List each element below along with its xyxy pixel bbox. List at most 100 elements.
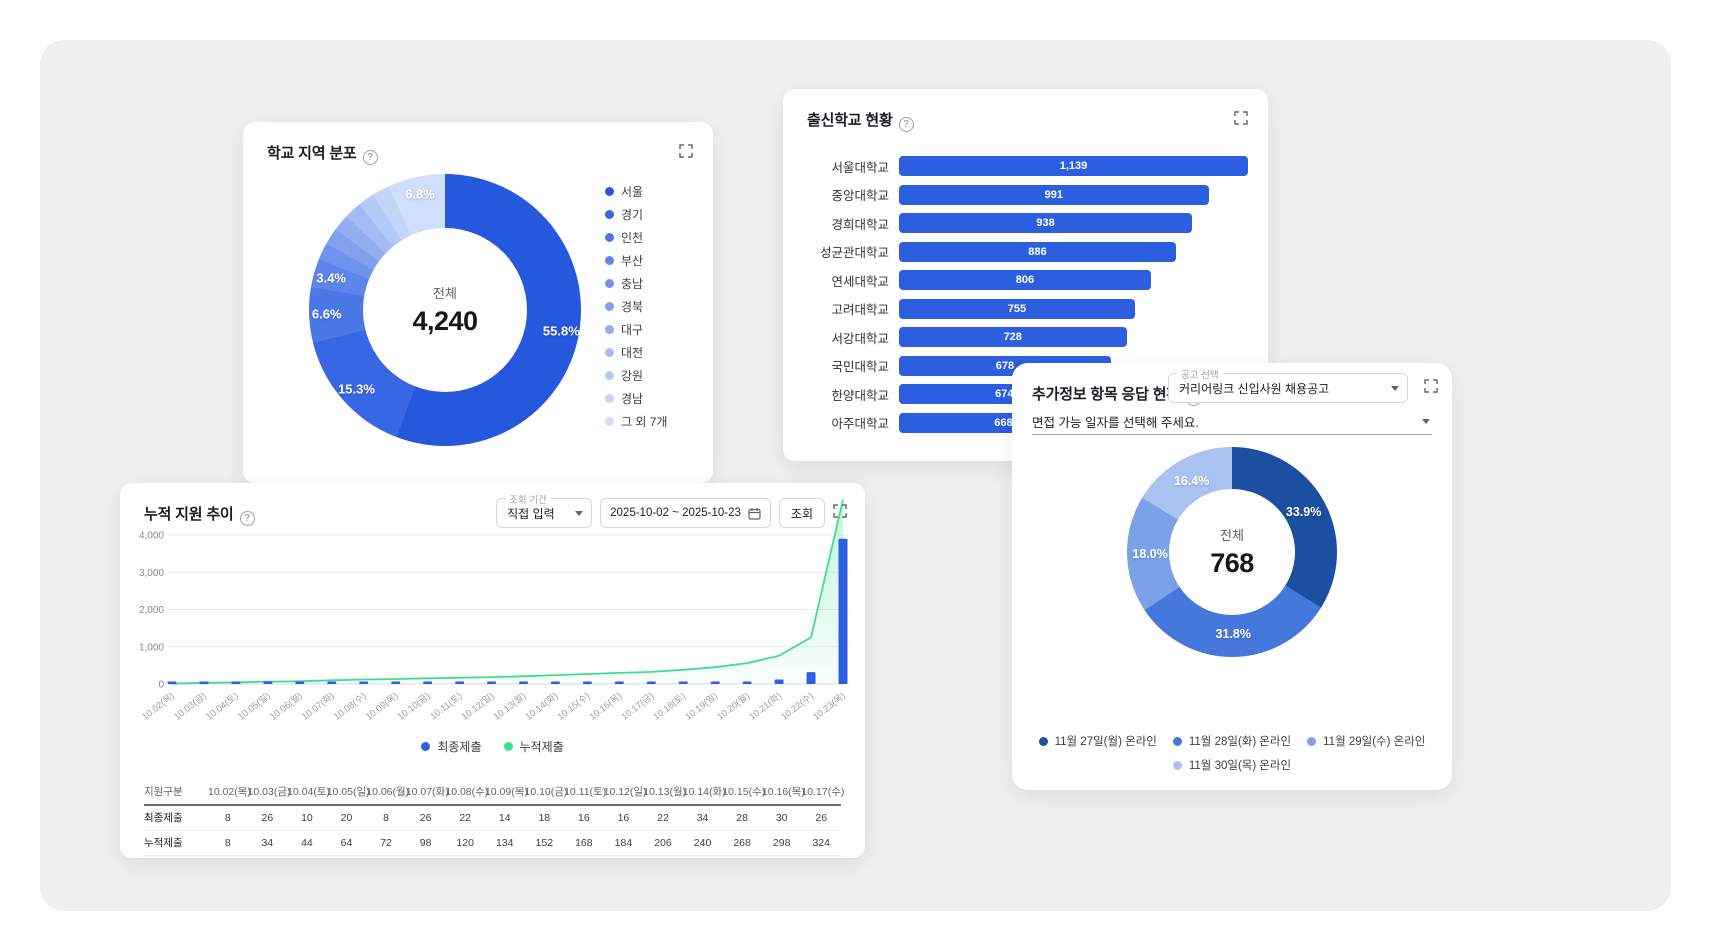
school-label: 경희대학교 [831, 217, 889, 232]
school-bar-row: 성균관대학교 886 [807, 238, 1248, 267]
table-cell: 34 [247, 830, 288, 856]
table-date-header: 10.17(수) [801, 779, 844, 806]
extra-legend-item: 11월 27일(월) 온라인 [1038, 733, 1157, 749]
svg-text:10.19(일): 10.19(일) [683, 691, 719, 722]
search-button[interactable]: 조회 [778, 498, 825, 528]
table-date-header: 10.07(화) [405, 779, 449, 806]
trend-legend-item: 최종제출 [421, 738, 482, 755]
interview-date-placeholder: 면접 가능 일자를 선택해 주세요. [1032, 415, 1199, 430]
table-cell: 120 [445, 830, 485, 856]
expand-icon[interactable] [679, 144, 693, 163]
svg-text:10.23(목): 10.23(목) [811, 691, 847, 722]
school-bar: 1,139 [899, 156, 1248, 177]
school-bar-row: 서강대학교 728 [807, 323, 1248, 352]
table-corner-header: 지원구분 [144, 779, 208, 806]
legend-dot [1172, 760, 1182, 770]
school-bar: 806 [899, 270, 1151, 291]
school-bar-value: 674 [995, 388, 1014, 401]
legend-dot [605, 417, 614, 426]
table-cell: 26 [801, 805, 841, 831]
legend-dot [421, 742, 431, 751]
school-bar-row: 고려대학교 755 [807, 295, 1248, 324]
calendar-icon [748, 507, 761, 520]
school-bar: 755 [899, 298, 1135, 319]
slice-percvalue-label: 6.8% [405, 186, 435, 202]
period-select-value: 직접 입력 [507, 506, 555, 521]
table-cell: 8 [366, 805, 406, 831]
school-bar: 938 [899, 213, 1193, 234]
region-legend-item: 충남 [605, 277, 667, 291]
date-range-input[interactable]: 2025-10-02 ~ 2025-10-23 [600, 498, 771, 528]
svg-text:10.20(월): 10.20(월) [715, 690, 752, 722]
table-cell: 28 [722, 805, 762, 831]
school-label: 국민대학교 [831, 360, 889, 375]
trend-chart: 01,0002,0003,0004,00010.02(목)10.03(금)10.… [139, 499, 849, 722]
svg-text:10.10(금): 10.10(금) [396, 691, 432, 722]
table-row: 누적제출 8 34 44 64 72 98 120 134 152 168 184 206 240 268 2… [144, 830, 841, 856]
legend-dot [605, 210, 614, 219]
legend-label: 인천 [621, 231, 644, 245]
card-extra-info: 추가정보 항목 응답 현황? 공고 선택 커리어링크 신입사원 채용공고 면접 … [1012, 363, 1452, 790]
legend-dot [1307, 736, 1317, 746]
expand-icon[interactable] [1424, 379, 1438, 398]
svg-text:10.04(토): 10.04(토) [204, 691, 240, 722]
legend-label: 경북 [621, 300, 644, 314]
help-icon[interactable]: ? [898, 117, 914, 132]
table-cell: 26 [405, 805, 446, 831]
slice-percvalue-label: 6.6% [311, 306, 342, 322]
legend-dot [605, 187, 614, 196]
table-date-header: 10.10(금) [524, 779, 567, 806]
card-trend: 누적 지원 추이? 조회 기간 직접 입력 2025-10-02 ~ 2025-… [120, 483, 865, 858]
school-bar-value: 991 [1044, 188, 1064, 201]
legend-dot [605, 233, 614, 242]
svg-text:10.22(수): 10.22(수) [779, 691, 815, 722]
table-date-header: 10.14(화) [682, 779, 726, 806]
school-label: 연세대학교 [831, 274, 889, 289]
legend-dot [605, 279, 614, 288]
donut-center-value: 768 [1210, 548, 1254, 578]
svg-text:10.15(수): 10.15(수) [555, 691, 591, 722]
svg-text:10.03(금): 10.03(금) [172, 691, 208, 722]
period-type-select[interactable]: 조회 기간 직접 입력 [496, 492, 593, 528]
expand-icon[interactable] [833, 503, 847, 523]
posting-select[interactable]: 공고 선택 커리어링크 신입사원 채용공고 [1168, 367, 1408, 403]
chevron-down-icon [1422, 419, 1430, 424]
expand-icon[interactable] [1234, 111, 1248, 130]
table-cell: 22 [445, 805, 485, 831]
extra-card-title: 추가정보 항목 응답 현황 [1032, 386, 1180, 403]
legend-label: 그 외 7개 [621, 415, 668, 429]
table-date-header: 10.02(목) [208, 779, 251, 806]
legend-dot [605, 394, 614, 403]
posting-select-label: 공고 선택 [1177, 367, 1223, 381]
trend-card-title: 누적 지원 추이 [144, 506, 234, 523]
table-cell: 10 [287, 805, 327, 831]
legend-label: 11월 30일(목) 온라인 [1188, 760, 1292, 772]
table-cell: 168 [564, 830, 604, 856]
slice-percvalue-label: 15.3% [338, 381, 375, 397]
school-bar-value: 728 [1003, 331, 1022, 344]
help-icon[interactable]: ? [362, 150, 378, 165]
chevron-down-icon [1391, 386, 1399, 391]
legend-label: 11월 28일(화) 온라인 [1188, 736, 1292, 748]
svg-text:10.18(토): 10.18(토) [651, 691, 687, 722]
slice-percvalue-label: 16.4% [1173, 473, 1210, 488]
legend-dot [605, 348, 614, 357]
table-cell: 72 [366, 830, 406, 856]
interview-date-select[interactable]: 면접 가능 일자를 선택해 주세요. [1032, 408, 1432, 435]
svg-text:4,000: 4,000 [139, 531, 164, 542]
table-date-header: 10.12(일) [603, 779, 647, 806]
svg-text:10.05(일): 10.05(일) [236, 691, 272, 722]
region-legend-item: 부산 [605, 254, 667, 268]
school-bar-value: 668 [994, 416, 1013, 429]
slice-percvalue-label: 18.0% [1132, 546, 1168, 561]
school-label: 고려대학교 [831, 303, 889, 318]
legend-dot [1172, 736, 1182, 746]
table-cell: 44 [287, 830, 327, 856]
schools-bar-chart: 서울대학교 1,139 중앙대학교 991 경희대학교 938 성균관대학교 886 연세대학교… [807, 152, 1248, 437]
help-icon[interactable]: ? [239, 511, 255, 526]
school-label: 서울대학교 [831, 160, 889, 175]
svg-text:10.06(월): 10.06(월) [267, 690, 304, 722]
table-cell: 98 [405, 830, 446, 856]
table-date-header: 10.05(일) [326, 779, 370, 806]
row-label: 누적제출 [144, 830, 208, 856]
